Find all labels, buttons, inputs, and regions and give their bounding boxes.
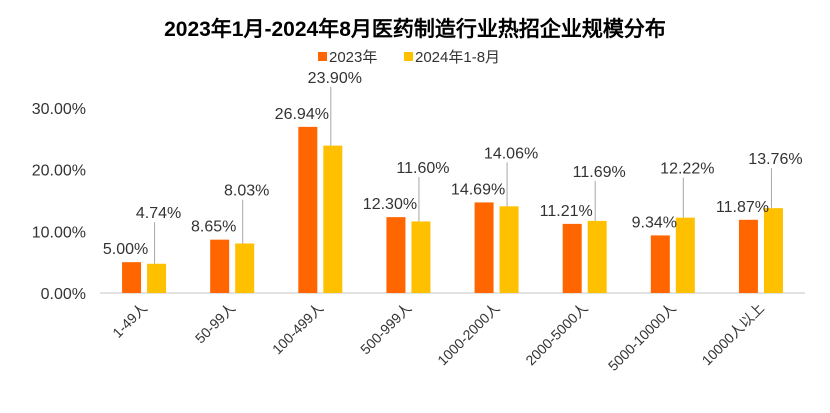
x-tick-label: 50-99人 (192, 300, 239, 347)
data-label-2024: 8.03% (224, 183, 269, 200)
bar-2023 (650, 235, 670, 293)
x-tick-label: 100-499人 (269, 300, 327, 358)
data-label-2023: 11.87% (716, 199, 769, 216)
legend-label: 2024年1-8月 (415, 49, 500, 66)
data-label-2023: 12.30% (363, 196, 417, 213)
legend-label: 2023年 (329, 49, 377, 66)
bar-2023 (122, 262, 142, 293)
legend-swatch (404, 52, 413, 61)
bar-2024 (499, 206, 519, 293)
x-axis: 1-49人 50-99人 100-499人 500-999人 1000-2000人 200… (109, 300, 767, 374)
bar-2023 (210, 239, 230, 293)
bar-2023 (562, 223, 582, 293)
bar-2024 (763, 208, 783, 293)
bar-2023 (298, 126, 318, 294)
data-label-2024: 4.74% (136, 205, 181, 222)
y-tick-label: 20.00% (32, 163, 86, 180)
bars: 5.00% 4.74% 8.65% 8.03% 26.94% 23.90% 12.30% 11… (103, 70, 803, 294)
x-tick-label: 5000-10000人 (605, 300, 679, 374)
y-tick-label: 10.00% (32, 224, 86, 241)
x-tick-label: 2000-5000人 (522, 300, 591, 369)
x-tick-label: 500-999人 (357, 300, 415, 358)
data-label-2024: 12.22% (660, 161, 714, 178)
bar-2024 (147, 263, 167, 293)
bar-2023 (386, 217, 406, 293)
legend-swatch (318, 52, 327, 61)
x-tick-label: 1-49人 (109, 300, 150, 341)
data-label-2024: 14.06% (484, 145, 538, 162)
bar-2023 (738, 219, 758, 293)
data-label-2023: 8.65% (191, 219, 236, 236)
data-label-2023: 14.69% (451, 181, 505, 198)
bar-2024 (323, 145, 343, 293)
x-tick-label: 1000-2000人 (434, 300, 503, 369)
data-label-2023: 11.21% (540, 203, 593, 220)
bar-2024 (235, 243, 255, 293)
data-label-2024: 11.60% (396, 160, 449, 177)
bar-2024 (675, 217, 695, 293)
data-label-2024: 13.76% (748, 151, 802, 168)
bar-2023 (474, 202, 494, 293)
bar-2024 (587, 220, 607, 293)
y-axis: 0.00% 10.00% 20.00% 30.00% (32, 101, 805, 303)
y-tick-label: 30.00% (32, 101, 86, 118)
chart-title: 2023年1月-2024年8月医药制造行业热招企业规模分布 (164, 17, 666, 41)
x-tick-label: 10000人以上 (699, 300, 768, 369)
legend: 2023年 2024年1-8月 (318, 49, 500, 66)
data-label-2023: 9.34% (632, 214, 677, 231)
data-label-2024: 11.69% (573, 164, 626, 181)
y-tick-label: 0.00% (41, 286, 86, 303)
data-label-2023: 26.94% (275, 106, 329, 123)
data-label-2023: 5.00% (103, 241, 148, 258)
bar-2024 (411, 221, 431, 293)
data-label-2024: 23.90% (308, 70, 362, 87)
